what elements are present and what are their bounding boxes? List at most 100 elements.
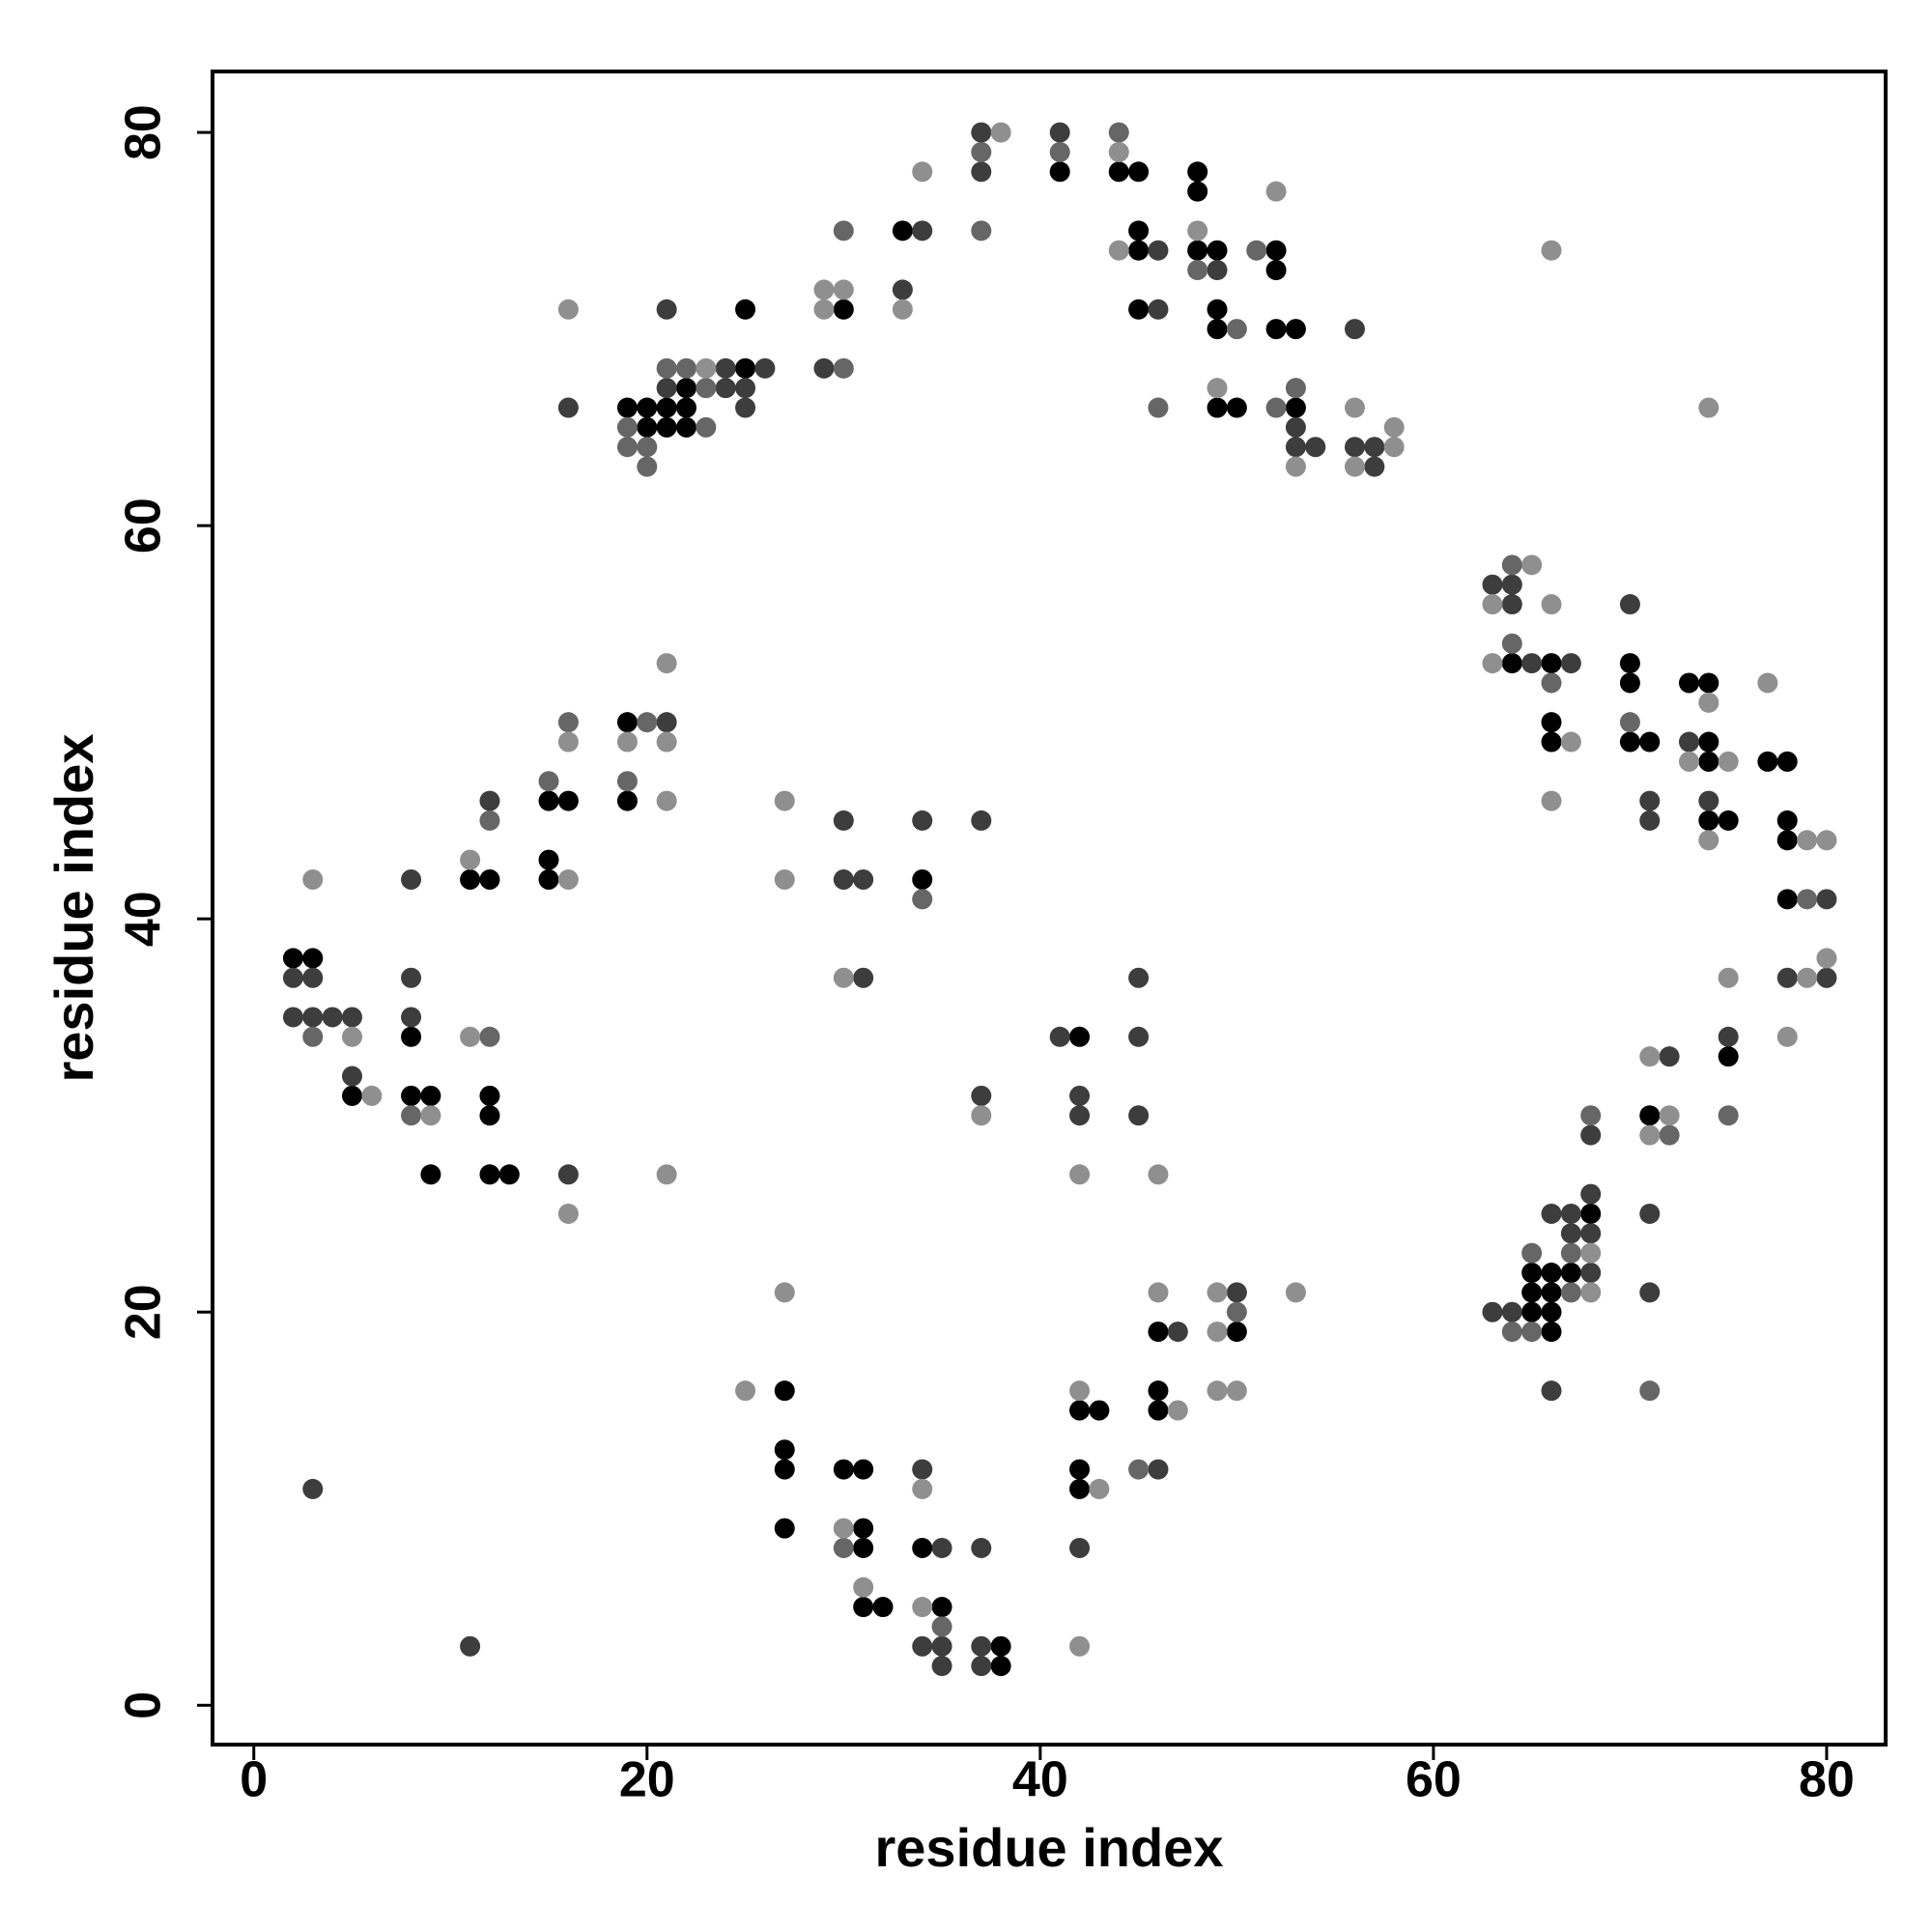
point: [931, 1616, 952, 1637]
point: [1265, 319, 1287, 340]
y-tick-label: 80: [116, 104, 172, 160]
point: [1049, 161, 1070, 183]
point: [912, 1635, 933, 1657]
point: [735, 397, 756, 418]
point: [342, 1026, 363, 1047]
point: [774, 1459, 795, 1480]
point: [1344, 397, 1365, 418]
point: [302, 1026, 324, 1047]
point: [479, 1164, 500, 1185]
point: [637, 456, 658, 477]
y-tick-label: 60: [116, 497, 172, 554]
point: [1698, 790, 1719, 811]
x-tick-label: 0: [240, 1752, 268, 1808]
point: [833, 1537, 854, 1558]
point: [1226, 1301, 1247, 1322]
point: [1560, 1242, 1581, 1264]
point: [302, 948, 324, 969]
point: [282, 948, 303, 969]
point: [1148, 1400, 1169, 1421]
point: [1128, 967, 1150, 988]
point: [1776, 751, 1798, 772]
point: [833, 810, 854, 831]
point: [1383, 416, 1405, 438]
point: [1501, 633, 1522, 654]
point: [1069, 1478, 1091, 1499]
point: [774, 1282, 795, 1303]
point: [1580, 1223, 1602, 1244]
point: [1698, 397, 1719, 418]
point: [931, 1656, 952, 1677]
point: [675, 357, 696, 379]
point: [892, 220, 913, 242]
x-tick-label: 60: [1406, 1752, 1462, 1808]
point: [479, 1026, 500, 1047]
point: [1541, 1380, 1562, 1402]
point: [1207, 260, 1228, 281]
point: [1776, 810, 1798, 831]
point: [616, 731, 638, 753]
point: [1521, 1321, 1543, 1343]
point: [1148, 397, 1169, 418]
point: [971, 1537, 992, 1558]
point: [1069, 1537, 1091, 1558]
point: [1541, 1301, 1562, 1322]
point: [1285, 378, 1306, 399]
point: [1639, 1380, 1661, 1402]
point: [1128, 240, 1150, 261]
point: [656, 712, 677, 733]
point: [1246, 240, 1267, 261]
point: [774, 1439, 795, 1461]
point: [1560, 1203, 1581, 1224]
point: [1776, 967, 1798, 988]
point: [853, 868, 874, 890]
point: [912, 220, 933, 242]
point: [1187, 240, 1208, 261]
point: [302, 967, 324, 988]
point: [1148, 298, 1169, 320]
point: [1305, 437, 1326, 458]
point: [1482, 1301, 1503, 1322]
point: [1128, 220, 1150, 242]
point: [1148, 1164, 1169, 1185]
point: [1619, 672, 1640, 694]
point: [1718, 1046, 1739, 1067]
point: [1698, 830, 1719, 851]
point: [401, 1007, 422, 1028]
point: [1226, 397, 1247, 418]
point: [1285, 437, 1306, 458]
point: [1580, 1183, 1602, 1205]
point: [912, 810, 933, 831]
point: [1816, 830, 1837, 851]
point: [912, 868, 933, 890]
point: [1285, 397, 1306, 418]
point: [912, 1459, 933, 1480]
point: [1639, 1105, 1661, 1126]
point: [1049, 122, 1070, 143]
point: [1128, 1026, 1150, 1047]
point: [460, 1026, 481, 1047]
point: [990, 122, 1011, 143]
point: [1639, 731, 1661, 753]
point: [1148, 1459, 1169, 1480]
point: [1659, 1124, 1680, 1146]
point: [853, 1537, 874, 1558]
point: [1265, 181, 1287, 202]
point: [1698, 751, 1719, 772]
point: [1148, 1282, 1169, 1303]
point: [479, 790, 500, 811]
point: [460, 1635, 481, 1657]
point: [1207, 1321, 1228, 1343]
point: [971, 1635, 992, 1657]
point: [1344, 319, 1365, 340]
point: [420, 1085, 441, 1106]
point: [1285, 319, 1306, 340]
point: [1069, 1085, 1091, 1106]
point: [912, 1478, 933, 1499]
point: [1521, 1301, 1543, 1322]
point: [735, 378, 756, 399]
point: [1207, 378, 1228, 399]
point: [971, 810, 992, 831]
point: [1069, 1026, 1091, 1047]
point: [1187, 220, 1208, 242]
